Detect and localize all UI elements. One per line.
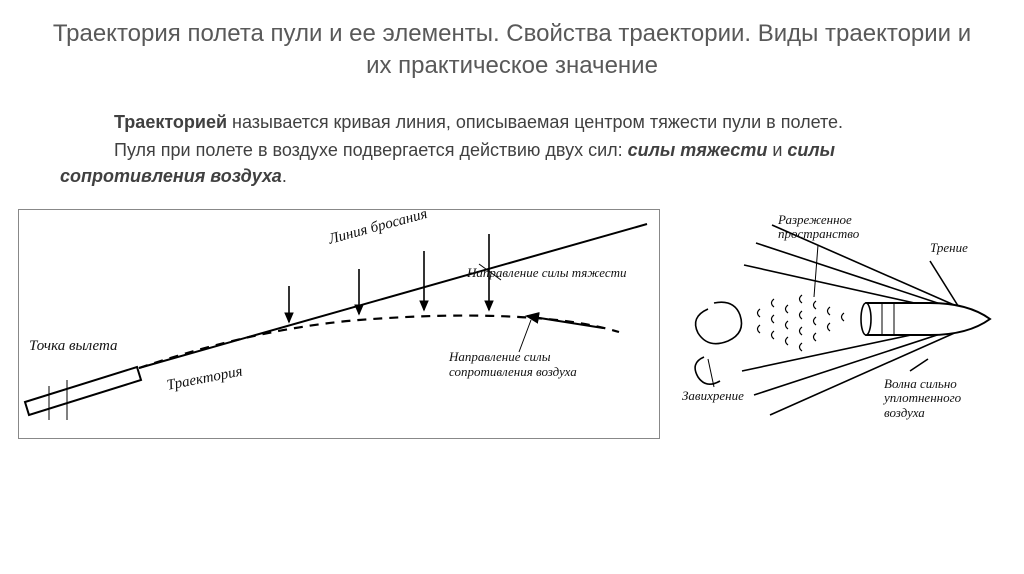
label-vortex: Завихрение: [682, 389, 744, 403]
label-friction: Трение: [930, 241, 968, 255]
throw-line: [139, 224, 647, 368]
period: .: [282, 166, 287, 186]
vortex-icon: [695, 302, 741, 384]
label-departure-point: Точка вылета: [29, 338, 118, 355]
gun-barrel-icon: [25, 367, 141, 420]
air-resistance-arrow: [527, 316, 603, 328]
bullet-icon: [861, 303, 990, 335]
term-trajectory: Траекторией: [114, 112, 227, 132]
label-air-resistance-direction: Направление силы сопротивления воздуха: [449, 350, 619, 380]
trajectory-diagram: Точка вылета Линия бросания Траектория Н…: [18, 209, 660, 439]
definition-text: называется кривая линия, описываемая цен…: [227, 112, 843, 132]
diagrams-container: Точка вылета Линия бросания Траектория Н…: [0, 203, 1024, 439]
label-rarefied-space: Разреженное пространство: [778, 213, 888, 242]
slide-body: Траекторией называется кривая линия, опи…: [0, 91, 1024, 203]
slide-title: Траектория полета пули и ее элементы. Св…: [0, 0, 1024, 91]
label-shock-wave: Волна сильно уплотненного воздуха: [884, 377, 996, 420]
bullet-airflow-diagram: Разреженное пространство Трение Завихрен…: [668, 209, 1006, 439]
conj-and: и: [767, 140, 787, 160]
turbulence-marks: [758, 295, 845, 351]
force-gravity: силы тяжести: [628, 140, 768, 160]
label-gravity-direction: Направление силы тяжести: [467, 266, 627, 280]
forces-intro: Пуля при полете в воздухе подвергается д…: [114, 140, 628, 160]
